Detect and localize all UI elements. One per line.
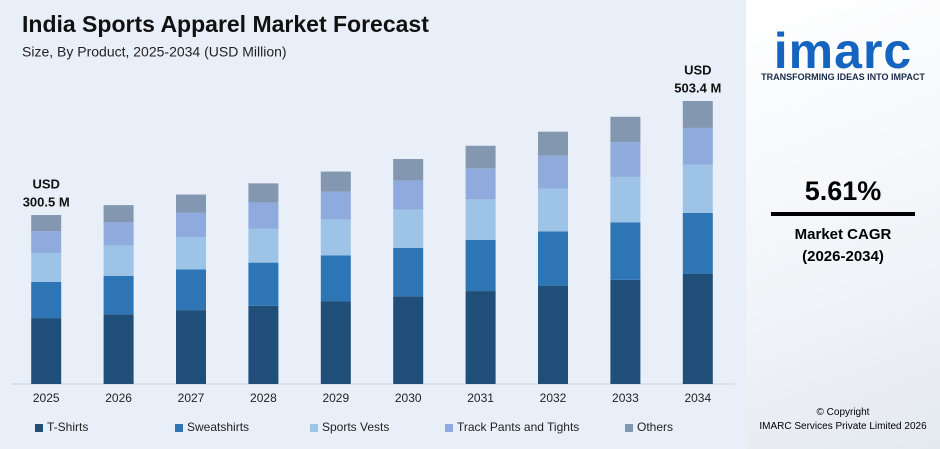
bar-segment — [103, 314, 134, 384]
bar-segment — [176, 310, 206, 384]
legend-label: Others — [637, 420, 673, 434]
bar-segment — [393, 159, 424, 181]
x-tick-label: 2033 — [612, 391, 639, 405]
bar-segment — [538, 285, 568, 384]
bar-segment — [610, 142, 641, 177]
bar-segment — [682, 101, 713, 128]
bar-segment — [176, 194, 206, 213]
x-tick-label: 2026 — [105, 391, 132, 405]
legend-swatch — [625, 424, 633, 432]
bar-segment — [248, 262, 279, 306]
bar-segment — [465, 199, 496, 240]
bar-segment — [538, 131, 568, 156]
legend-swatch — [310, 424, 318, 432]
copyright: © Copyright — [816, 407, 870, 418]
bar-segment — [465, 239, 496, 292]
x-tick-label: 2027 — [178, 391, 205, 405]
total-label: USD — [32, 177, 59, 192]
x-tick-label: 2032 — [540, 391, 567, 405]
legend-swatch — [35, 424, 43, 432]
bar-segment — [176, 269, 206, 311]
bar-segment — [393, 296, 424, 384]
bar-segment — [31, 318, 62, 384]
cagr-label: Market CAGR — [794, 226, 892, 243]
x-tick-label: 2025 — [33, 391, 60, 405]
bar-segment — [31, 253, 62, 282]
logo: imarc — [773, 23, 913, 79]
bar-segment — [393, 247, 424, 297]
bar-segment — [682, 273, 713, 384]
bar-segment — [465, 145, 496, 169]
bar-segment — [103, 245, 134, 276]
legend-label: Track Pants and Tights — [457, 420, 579, 434]
chart-title: India Sports Apparel Market Forecast — [22, 11, 429, 37]
bar-segment — [682, 212, 713, 274]
bar-segment — [103, 222, 134, 246]
total-label: 503.4 M — [674, 80, 721, 95]
x-tick-label: 2034 — [684, 391, 711, 405]
total-label: 300.5 M — [23, 195, 70, 210]
bar-segment — [610, 222, 641, 280]
chart-subtitle: Size, By Product, 2025-2034 (USD Million… — [22, 44, 287, 60]
bar-segment — [248, 305, 279, 384]
bar-segment — [31, 281, 62, 319]
legend-label: Sweatshirts — [187, 420, 249, 434]
bar-segment — [31, 231, 62, 254]
bar-segment — [320, 191, 351, 220]
bar-segment — [682, 164, 713, 213]
company: IMARC Services Private Limited 2026 — [759, 421, 927, 432]
legend-swatch — [445, 424, 453, 432]
bar-segment — [103, 205, 134, 223]
x-tick-label: 2029 — [322, 391, 349, 405]
sidebar: imarc TRANSFORMING IDEAS INTO IMPACT 5.6… — [746, 0, 940, 449]
bar-segment — [320, 301, 351, 384]
bar-segment — [538, 155, 568, 189]
bar-segment — [320, 171, 351, 192]
legend-label: Sports Vests — [322, 420, 389, 434]
bar-segment — [320, 219, 351, 256]
bar-segment — [393, 180, 424, 210]
bar-segment — [538, 231, 568, 286]
bar-segment — [610, 116, 641, 143]
legend-label: T-Shirts — [47, 420, 88, 434]
bar-segment — [465, 168, 496, 200]
bar-segment — [393, 209, 424, 248]
bar-segment — [465, 291, 496, 384]
bar-segment — [248, 202, 279, 229]
bar-segment — [176, 237, 206, 270]
bar-segment — [176, 212, 206, 238]
x-tick-label: 2030 — [395, 391, 422, 405]
bar-segment — [103, 275, 134, 315]
bar-segment — [248, 228, 279, 263]
bar-segment — [538, 188, 568, 232]
x-tick-label: 2028 — [250, 391, 277, 405]
bar-segment — [320, 255, 351, 302]
cagr-value: 5.61% — [804, 176, 882, 206]
bar-segment — [31, 215, 62, 232]
legend-swatch — [175, 424, 183, 432]
bar-segment — [610, 176, 641, 223]
chart: India Sports Apparel Market Forecast Siz… — [12, 11, 735, 434]
divider — [771, 212, 915, 216]
bar-segment — [248, 183, 279, 203]
total-label: USD — [684, 62, 711, 77]
bar-segment — [682, 127, 713, 165]
x-tick-label: 2031 — [467, 391, 494, 405]
cagr-period: (2026-2034) — [802, 248, 884, 265]
bar-segment — [610, 279, 641, 384]
tagline: TRANSFORMING IDEAS INTO IMPACT — [761, 72, 925, 82]
